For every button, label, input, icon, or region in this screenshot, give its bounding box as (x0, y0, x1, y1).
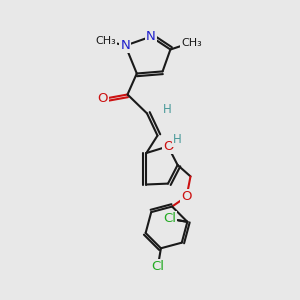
Text: CH₃: CH₃ (95, 36, 116, 46)
Text: Cl: Cl (163, 212, 176, 225)
Text: CH₃: CH₃ (181, 38, 202, 48)
Text: N: N (146, 30, 156, 43)
Text: H: H (172, 133, 182, 146)
Text: Cl: Cl (152, 260, 164, 273)
Text: N: N (121, 39, 130, 52)
Text: O: O (181, 190, 192, 203)
Text: O: O (163, 140, 173, 153)
Text: O: O (98, 92, 108, 106)
Text: H: H (162, 103, 171, 116)
